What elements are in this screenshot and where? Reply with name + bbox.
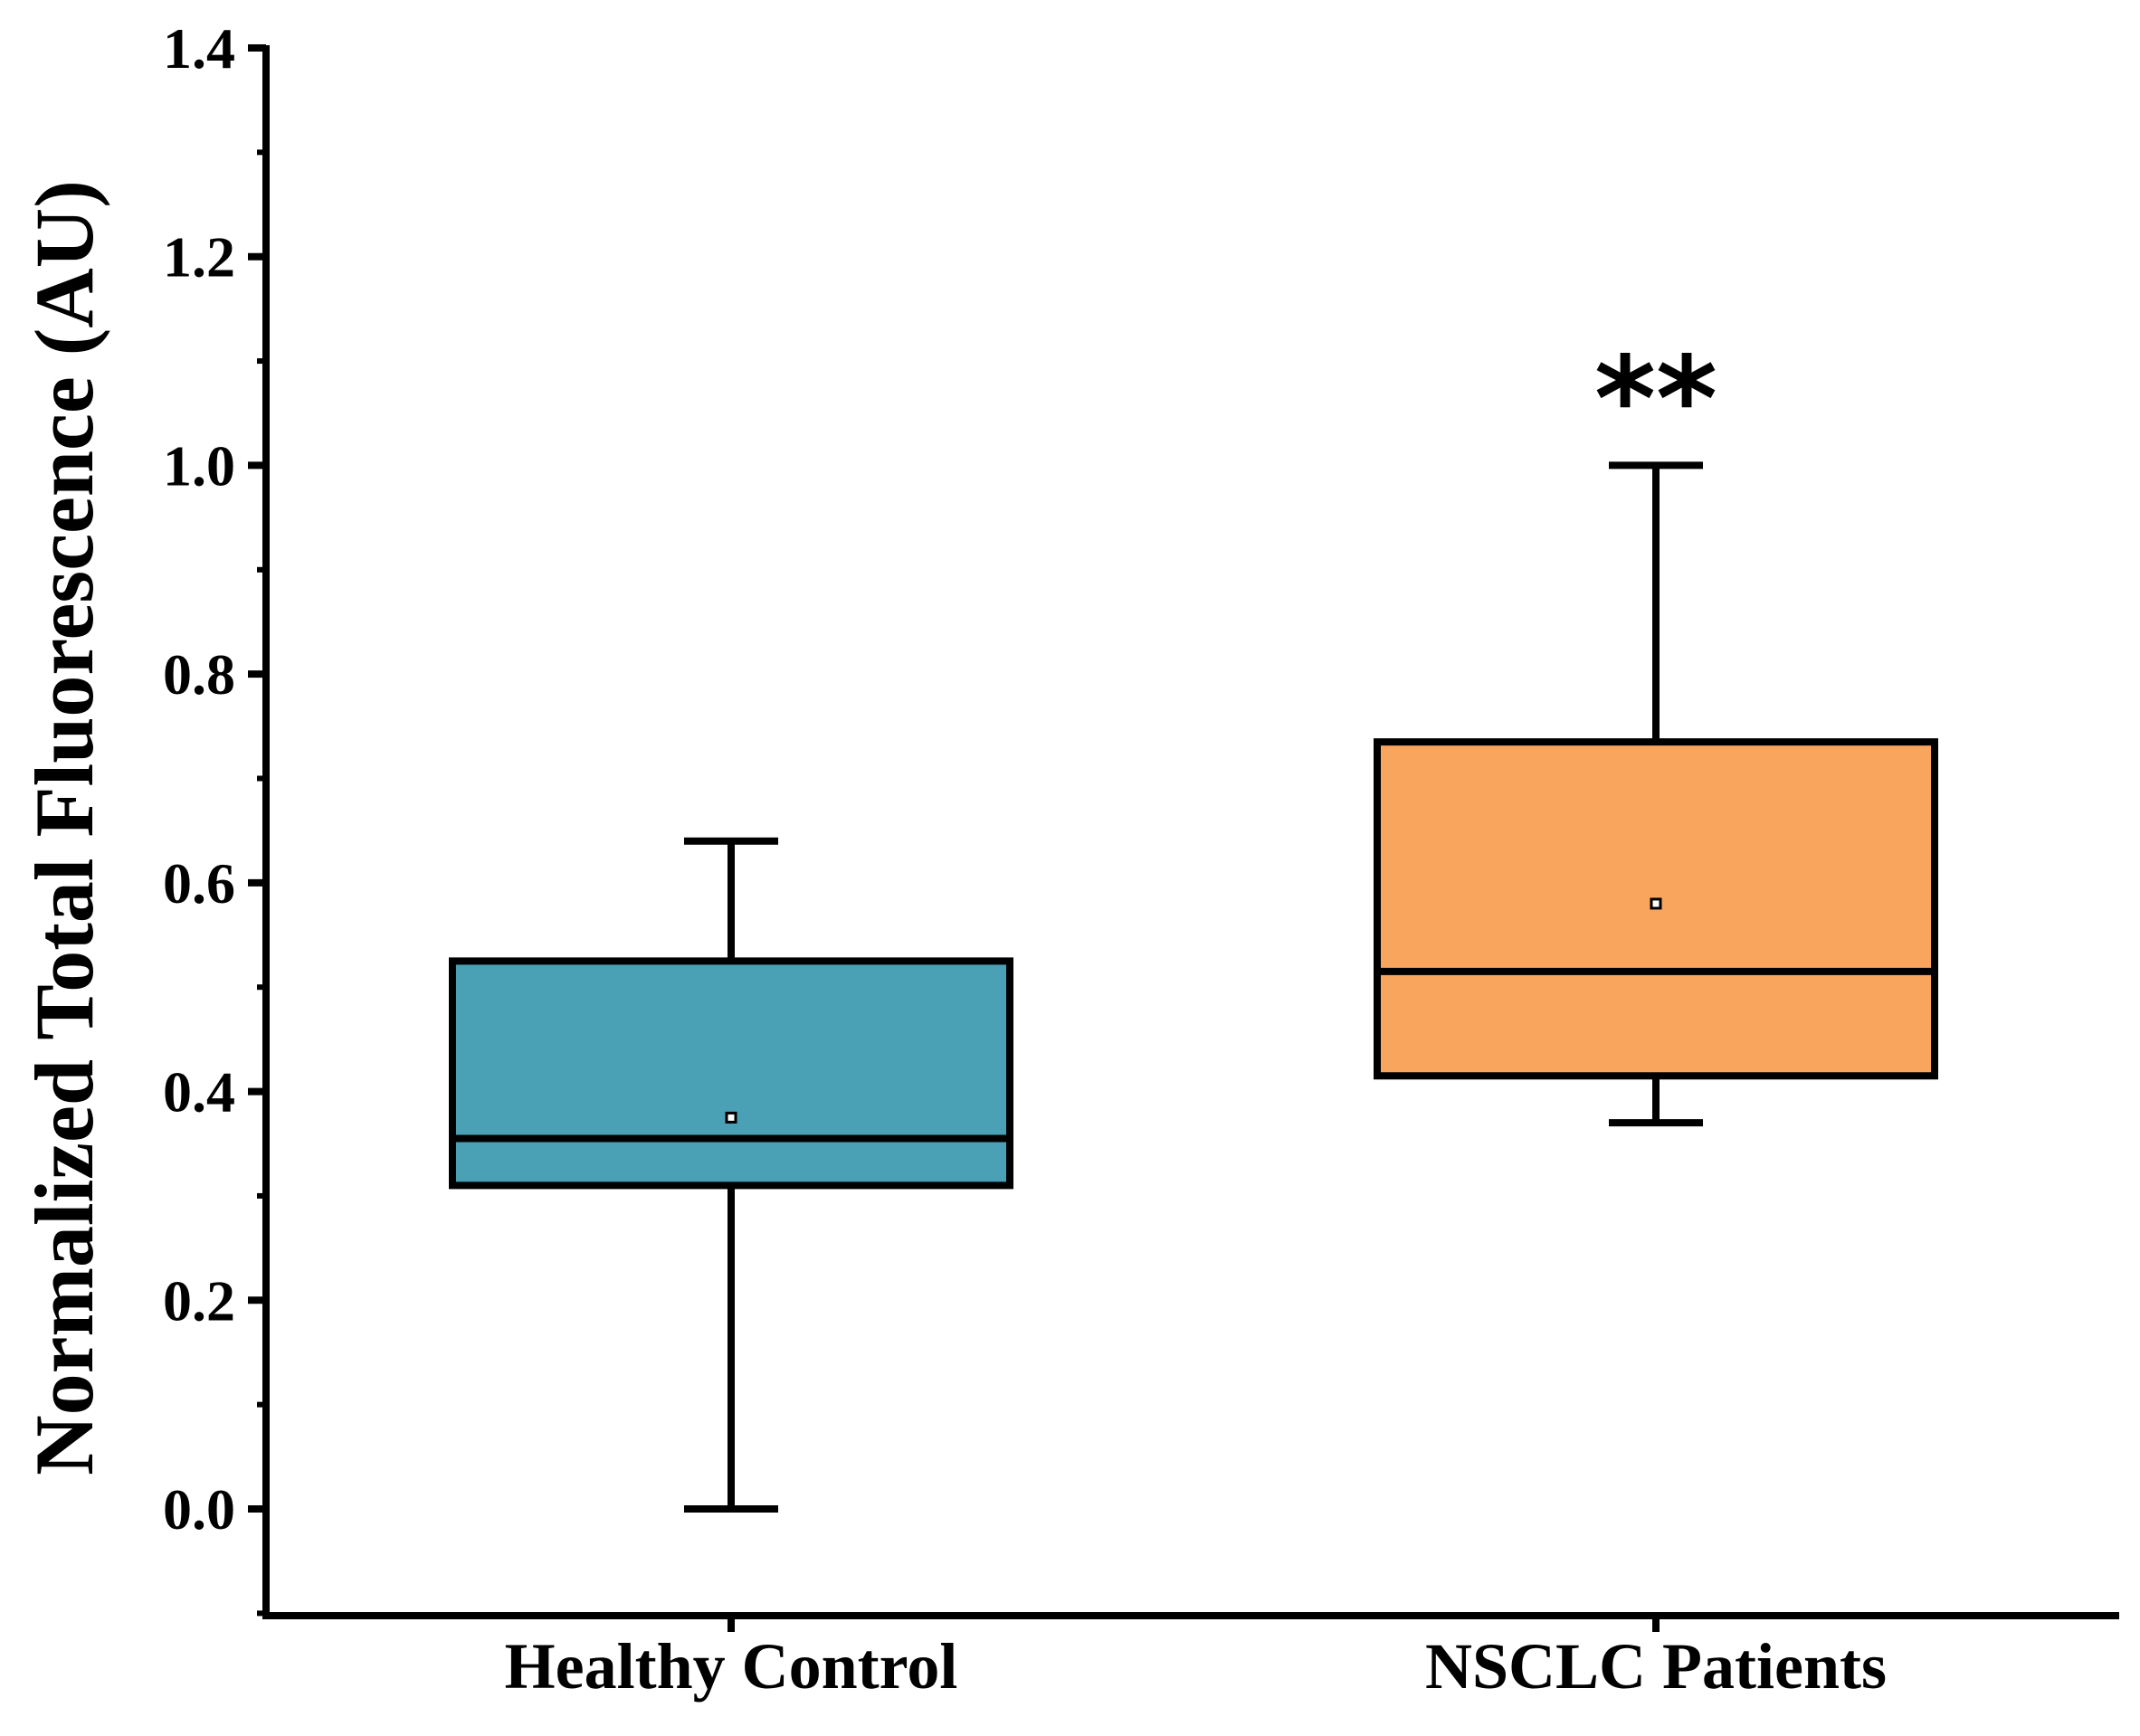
y-tick-label: 1.2 bbox=[163, 225, 235, 289]
box-healthy-control bbox=[449, 837, 1013, 1513]
x-axis-labels: Healthy Control NSCLC Patients bbox=[505, 1616, 1887, 1703]
y-tick-label: 0.0 bbox=[163, 1477, 235, 1542]
y-tick-label: 1.4 bbox=[163, 16, 235, 81]
mean-marker bbox=[1650, 897, 1662, 910]
y-axis-title: Normalized Total Fluorescence (AU) bbox=[18, 180, 110, 1475]
x-category-label: Healthy Control bbox=[505, 1630, 958, 1703]
y-tick-label: 0.4 bbox=[163, 1060, 235, 1124]
box-body bbox=[449, 957, 1013, 1190]
box-nsclc-patients bbox=[1374, 461, 1938, 1127]
y-tick-label: 0.2 bbox=[163, 1268, 235, 1333]
y-axis-ticks: 0.0 0.2 0.4 0.6 0.8 1.0 1.2 1.4 bbox=[163, 16, 266, 1617]
y-tick-label: 1.0 bbox=[163, 433, 235, 498]
y-tick-label: 0.6 bbox=[163, 851, 235, 915]
box-plot-series bbox=[449, 461, 1938, 1513]
x-category-label: NSCLC Patients bbox=[1425, 1630, 1887, 1703]
significance-marker: ** bbox=[1594, 330, 1717, 468]
annotations: ** bbox=[1594, 330, 1717, 468]
y-tick-label: 0.8 bbox=[163, 642, 235, 707]
mean-marker bbox=[725, 1111, 737, 1124]
